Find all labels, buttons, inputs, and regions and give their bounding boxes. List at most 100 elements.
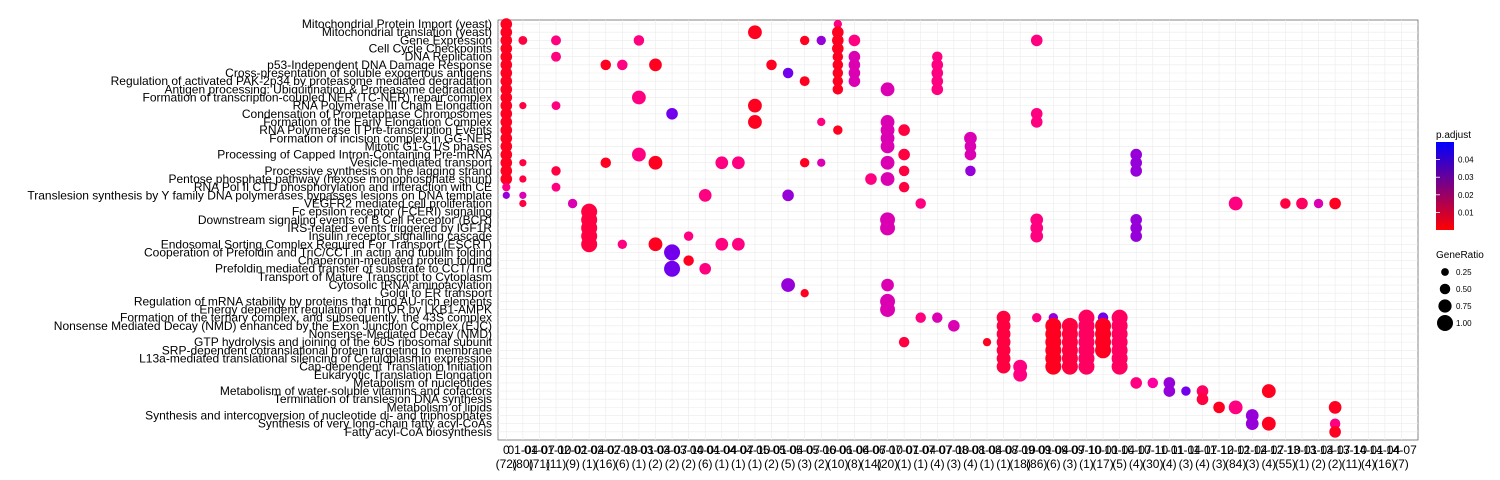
x-tick-count: (1) [1295,457,1310,471]
dot [1030,116,1043,128]
x-tick-count: (4) [930,457,945,471]
x-tick-count: (1) [980,457,995,471]
dot [1245,417,1259,431]
dot [799,158,810,168]
x-tick-label: 03-10 [673,443,704,457]
colorbar-tick-label: 0.02 [1458,191,1474,200]
dot [964,140,977,153]
y-tick-label: Pentose phosphate pathway (hexose monoph… [168,172,492,186]
dot [518,35,528,45]
x-tick-label: 05-10 [806,443,837,457]
x-tick-label: 06-04 [839,443,870,457]
x-tick-label: 0 [503,443,510,457]
dot [500,107,513,120]
dot [500,50,513,63]
dot [799,35,810,46]
dot [915,198,926,209]
legend-colorbar [1436,142,1454,230]
dot [748,98,762,113]
legend-padjust-title: p.adjust [1436,130,1471,141]
x-tick-count: (1) [1079,457,1094,471]
dot [832,42,844,55]
y-axis-labels: Mitochondrial Protein Import (yeast)Mito… [27,17,492,439]
dot [817,117,826,127]
y-tick-label: Condensation of Prometaphase Chromosomes [242,107,492,121]
x-tick-label: 11-10 [1204,443,1234,457]
dot [500,91,513,104]
dot [965,165,976,177]
dot [1328,401,1342,414]
dot [500,26,513,39]
x-tick-label: 09-07 [1055,443,1086,457]
y-tick-label: Synthesis and interconversion of nucleot… [145,409,492,423]
dot [1181,386,1191,396]
dot [1296,197,1308,210]
dot [816,35,826,46]
dot [1130,230,1142,242]
dot [500,173,513,185]
x-tick-count: (7) [1394,457,1409,471]
y-tick-label: Fc epsilon receptor (FCERI) signaling [292,205,492,219]
dot [500,156,513,169]
x-tick-count: (2) [681,457,696,471]
dot [1130,156,1142,169]
dot [800,289,809,298]
dot [1130,165,1142,177]
x-tick-count: (71) [529,457,550,471]
dot [1130,377,1142,389]
x-tick-label: 02-01 [557,443,588,457]
colorbar-tick-label: 0.03 [1458,173,1474,182]
x-tick-count: (14) [860,457,881,471]
x-tick-label: 06-10 [872,443,903,457]
y-tick-label: Termination of translesion DNA synthesis [274,392,492,406]
x-tick-label: 07-01 [889,443,920,457]
dot [748,25,762,40]
size-legend-dot [1437,315,1453,331]
x-tick-count: (4) [963,457,978,471]
dot [1329,426,1341,438]
dot [964,131,977,145]
y-tick-label: Mitotic G1-G1/S phases [365,139,492,153]
x-tick-label: 13-07 [1320,443,1351,457]
x-tick-count: (4) [1261,457,1276,471]
dot [500,140,513,153]
x-tick-label: 07-10 [939,443,970,457]
x-tick-count: (16) [595,457,616,471]
dot [931,75,944,87]
x-tick-label: 12-01 [1220,443,1251,457]
y-tick-label: Insulin receptor signalling cascade [309,229,493,243]
dot [832,75,844,87]
y-tick-label: IRS-related events triggered by IGF1R [287,221,492,235]
dot [500,165,513,177]
x-tick-count: (5) [1112,457,1127,471]
dot [500,132,513,145]
y-tick-label: Downstream signaling events of B Cell Re… [198,213,492,227]
y-tick-label: Vesicle-mediated transport [350,156,493,170]
dot [649,58,662,72]
x-tick-count: (2) [1328,457,1343,471]
dot [964,148,977,161]
y-tick-label: Formation of incision complex in GG-NER [269,131,492,145]
dot [500,67,513,79]
x-tick-label: 06-07 [856,443,887,457]
dot [699,262,712,275]
plot-frame [497,19,1419,441]
x-tick-count: (4) [1361,457,1376,471]
x-tick-label: 08-04 [972,443,1003,457]
dot [832,51,844,62]
x-tick-count: (1) [731,457,746,471]
dot [500,99,513,112]
x-tick-label: 07-07 [922,443,953,457]
y-tick-label: Nonsense Mediated Decay (NMD) enhanced b… [54,319,492,333]
x-tick-count: (17) [1092,457,1113,471]
dot [1329,418,1341,429]
dot [781,278,795,292]
dot [500,75,513,87]
y-tick-label: Energy dependent regulation of mTOR by L… [199,303,492,317]
x-tick-label: 12-07 [1253,443,1284,457]
x-tick-count: (1) [748,457,763,471]
x-tick-count: (20) [877,457,898,471]
dot [1078,358,1095,375]
dot [500,148,513,161]
